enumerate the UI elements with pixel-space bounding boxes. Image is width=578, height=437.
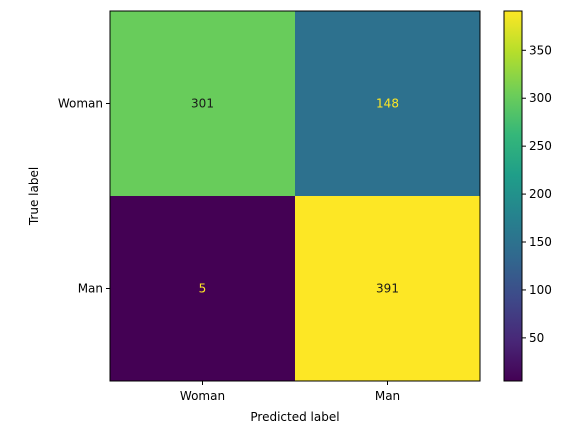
matrix-cell <box>295 11 480 196</box>
colorbar-tick-label: 100 <box>529 283 552 297</box>
x-axis-label: Predicted label <box>250 410 339 424</box>
x-tick-label: Woman <box>180 389 225 403</box>
colorbar-tick-label: 350 <box>529 43 552 57</box>
cell-value-label: 391 <box>376 282 399 296</box>
colorbar <box>503 10 523 382</box>
x-axis-ticks: Woman Man <box>180 381 400 403</box>
colorbar-tick-label: 250 <box>529 139 552 153</box>
y-axis-ticks: Woman Man <box>58 97 110 296</box>
matrix-cells <box>110 11 480 381</box>
colorbar-tick-label: 300 <box>529 91 552 105</box>
matrix-cell <box>110 11 295 196</box>
cell-value-label: 148 <box>376 97 399 111</box>
colorbar-tick-label: 200 <box>529 187 552 201</box>
plot-frame <box>109 10 481 382</box>
cell-value-label: 301 <box>191 97 214 111</box>
cell-value-labels: 301 148 5 391 <box>191 97 399 296</box>
colorbar-tick-label: 150 <box>529 235 552 249</box>
y-tick-label: Woman <box>58 97 103 111</box>
y-axis-label: True label <box>27 167 41 226</box>
colorbar-ticks: 50 100 150 200 250 300 350 <box>522 43 552 345</box>
x-tick-label: Man <box>375 389 400 403</box>
y-tick-label: Man <box>78 282 103 296</box>
colorbar-tick-label: 50 <box>529 331 544 345</box>
matrix-cell <box>295 196 480 381</box>
matrix-cell <box>110 196 295 381</box>
cell-value-label: 5 <box>199 282 207 296</box>
